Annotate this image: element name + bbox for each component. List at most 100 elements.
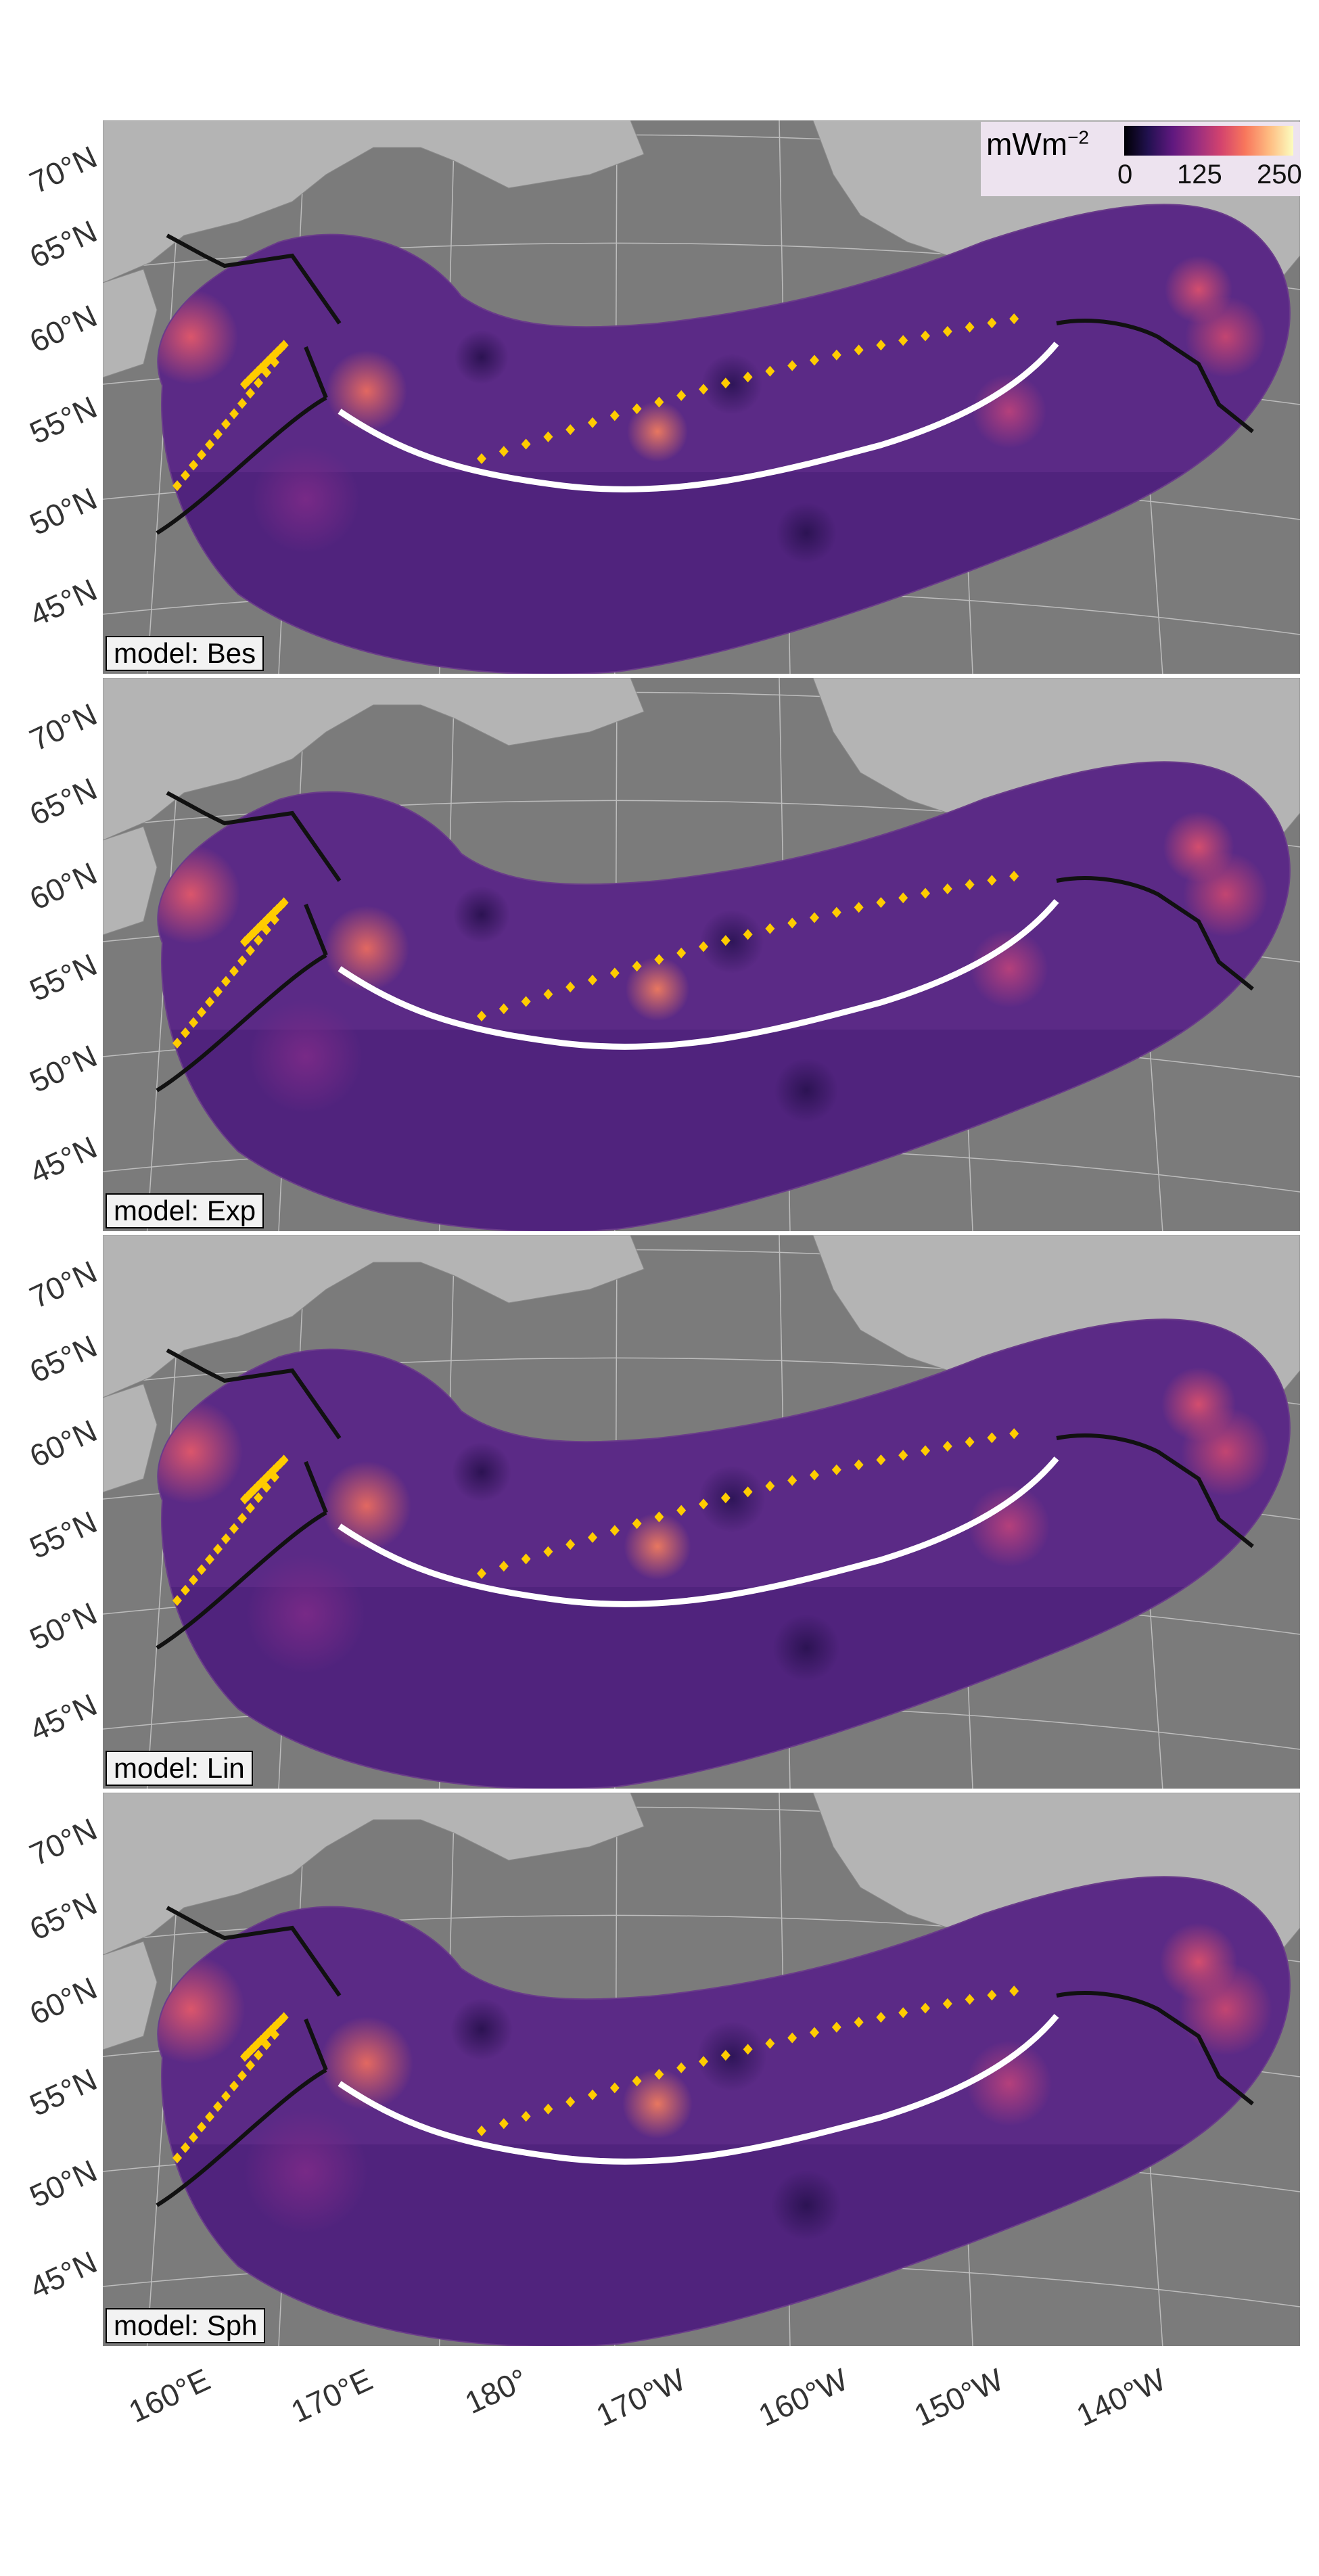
y-label: 65°N: [24, 1885, 102, 1948]
x-label-150w: 150°W: [908, 2361, 1009, 2433]
volcano-marker: [499, 1003, 509, 1015]
volcano-marker: [565, 982, 576, 993]
volcano-marker: [262, 1481, 271, 1493]
volcano-marker: [965, 1436, 975, 1448]
heat-anomaly: [158, 290, 238, 384]
volcano-marker: [654, 396, 664, 408]
volcano-marker: [876, 1454, 886, 1466]
volcano-marker: [632, 1518, 642, 1530]
volcano-marker: [172, 2153, 182, 2163]
volcano-marker: [275, 1458, 285, 1469]
volcano-marker: [499, 1561, 509, 1572]
volcano-marker: [654, 2069, 664, 2080]
volcano-marker: [921, 1445, 930, 1456]
volcano-marker: [765, 365, 775, 377]
volcano-marker: [921, 330, 930, 342]
volcano-marker: [987, 1990, 997, 2001]
volcano-marker: [676, 2062, 687, 2073]
land-mass: [103, 1941, 158, 2050]
volcano-marker: [921, 2002, 930, 2014]
volcano-marker: [965, 1994, 975, 2005]
y-label: 55°N: [24, 2061, 102, 2123]
map-graphic: [103, 1793, 1300, 2346]
volcano-marker: [250, 926, 260, 938]
volcano-marker: [270, 2029, 279, 2040]
volcano-marker: [654, 954, 664, 965]
volcano-marker: [229, 965, 239, 977]
volcano-marker: [543, 431, 553, 442]
x-label-170w: 170°W: [591, 2361, 691, 2433]
x-label-170e: 170°E: [285, 2361, 378, 2430]
volcano-marker: [898, 335, 908, 346]
volcano-marker: [699, 384, 708, 395]
volcano-marker: [197, 1564, 206, 1576]
volcano-marker: [275, 2015, 285, 2027]
volcano-marker: [246, 1487, 256, 1498]
volcano-marker: [876, 897, 886, 908]
heat-anomaly: [968, 1485, 1050, 1567]
volcano-marker: [262, 2028, 273, 2040]
volcano-marker: [787, 360, 797, 371]
volcano-marker: [765, 923, 775, 934]
heat-anomaly: [701, 354, 762, 415]
volcano-marker: [921, 888, 930, 899]
volcano-marker: [543, 2103, 553, 2115]
volcano-marker: [205, 439, 214, 451]
volcano-marker: [172, 480, 182, 491]
volcano-marker: [262, 2039, 271, 2050]
volcano-marker: [632, 403, 642, 415]
y-label: 70°N: [24, 696, 102, 758]
volcano-marker: [676, 1504, 687, 1516]
volcano-marker: [477, 2125, 486, 2136]
volcano-marker: [942, 1998, 952, 2009]
y-label: 45°N: [24, 1686, 102, 1749]
heat-anomaly: [252, 445, 360, 553]
volcano-marker: [987, 1432, 997, 1444]
volcano-marker: [243, 933, 253, 944]
legend-tick-250: 250: [1257, 160, 1302, 189]
heat-anomaly: [1183, 852, 1268, 937]
volcano-marker: [632, 961, 642, 972]
volcano-marker: [743, 929, 753, 940]
volcano-marker: [854, 344, 864, 356]
volcano-marker: [521, 996, 531, 1007]
volcano-marker: [221, 2090, 231, 2102]
volcano-marker: [942, 1440, 952, 1452]
legend-tick-125: 125: [1177, 160, 1222, 189]
volcano-marker: [588, 417, 597, 428]
volcano-markers: [172, 313, 1019, 491]
volcano-marker: [543, 1546, 553, 1557]
heat-anomaly: [158, 844, 241, 944]
y-label: 60°N: [24, 1970, 102, 2032]
volcano-marker: [181, 1027, 190, 1038]
legend-tick-0: 0: [1117, 160, 1133, 189]
volcano-marker: [609, 1525, 620, 1536]
volcano-marker: [765, 1480, 775, 1492]
heat-anomaly: [322, 1461, 411, 1550]
volcano-markers: [172, 1985, 1019, 2163]
volcano-marker: [1009, 313, 1019, 325]
map-graphic: [103, 120, 1300, 674]
volcano-marker: [831, 906, 841, 918]
volcano-marker: [213, 986, 223, 997]
volcano-marker: [279, 340, 289, 351]
y-label: 60°N: [24, 855, 102, 917]
volcano-marker: [521, 2111, 531, 2122]
volcano-marker: [831, 1464, 841, 1475]
heat-anomaly: [320, 2017, 413, 2110]
plate-boundary: [1056, 319, 1254, 434]
volcano-marker: [831, 2021, 841, 2033]
volcano-marker: [609, 410, 620, 421]
volcano-marker: [270, 1471, 279, 1483]
y-label: 65°N: [24, 770, 102, 833]
volcano-marker: [654, 1511, 664, 1523]
volcano-marker: [189, 2132, 198, 2143]
land-mass: [103, 678, 645, 841]
land-mass: [103, 1793, 645, 1956]
heat-anomaly: [624, 1513, 691, 1580]
volcano-marker: [221, 975, 231, 987]
heat-anomaly: [246, 1555, 365, 1674]
trench-line: [338, 2014, 1059, 2165]
volcano-marker: [197, 2121, 206, 2133]
volcano-marker: [743, 1486, 753, 1498]
